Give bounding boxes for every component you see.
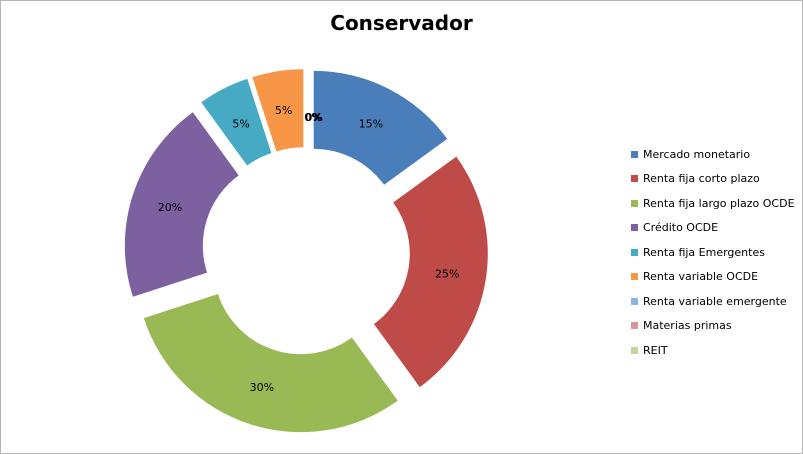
slice-renta-fija-largo-plazo-ocde bbox=[143, 294, 398, 433]
legend-swatch bbox=[631, 199, 638, 207]
legend-label: REIT bbox=[643, 343, 668, 357]
legend-swatch bbox=[631, 150, 638, 158]
slice-label-mercado-monetario: 15% bbox=[359, 118, 383, 131]
slice-label-materias-primas: 0% bbox=[305, 111, 322, 124]
slice-label-reit: 0% bbox=[305, 111, 322, 124]
legend-swatch bbox=[631, 322, 638, 330]
legend-item-materias-primas: Materias primas bbox=[631, 314, 795, 339]
legend-swatch bbox=[631, 248, 638, 256]
legend-item-mercado-monetario: Mercado monetario bbox=[631, 142, 795, 167]
legend-swatch bbox=[631, 346, 638, 354]
slice-mercado-monetario bbox=[313, 70, 448, 185]
slice-label-renta-fija-corto-plazo: 25% bbox=[435, 267, 459, 280]
slice-label-renta-fija-emergentes: 5% bbox=[232, 118, 249, 131]
slice-label-credito-ocde: 20% bbox=[158, 201, 182, 214]
slice-label-renta-variable-emergente: 0% bbox=[304, 111, 321, 124]
legend-item-renta-fija-corto-plazo: Renta fija corto plazo bbox=[631, 167, 795, 192]
slice-credito-ocde bbox=[124, 112, 239, 297]
slice-renta-variable-ocde bbox=[252, 69, 304, 152]
legend-item-reit: REIT bbox=[631, 338, 795, 363]
legend-swatch bbox=[631, 224, 638, 232]
chart-title: Conservador bbox=[330, 11, 473, 35]
legend-label: Materias primas bbox=[643, 319, 732, 333]
legend-item-renta-variable-ocde: Renta variable OCDE bbox=[631, 265, 795, 290]
slice-renta-fija-emergentes bbox=[201, 78, 272, 166]
legend-label: Crédito OCDE bbox=[643, 221, 719, 235]
legend-swatch bbox=[631, 175, 638, 183]
slice-renta-fija-corto-plazo bbox=[373, 156, 488, 388]
legend-label: Renta variable emergente bbox=[643, 294, 787, 308]
legend-label: Mercado monetario bbox=[643, 147, 751, 161]
legend-item-renta-fija-largo-plazo-ocde: Renta fija largo plazo OCDE bbox=[631, 191, 795, 216]
slice-label-renta-variable-ocde: 5% bbox=[275, 104, 292, 117]
legend-label: Renta fija largo plazo OCDE bbox=[643, 196, 795, 210]
legend-label: Renta variable OCDE bbox=[643, 270, 759, 284]
legend-label: Renta fija Emergentes bbox=[643, 245, 765, 259]
legend-item-credito-ocde: Crédito OCDE bbox=[631, 216, 795, 241]
legend-item-renta-variable-emergente: Renta variable emergente bbox=[631, 289, 795, 314]
legend-swatch bbox=[631, 297, 638, 305]
legend: Mercado monetario Renta fija corto plazo R… bbox=[631, 142, 795, 363]
legend-swatch bbox=[631, 273, 638, 281]
legend-label: Renta fija corto plazo bbox=[643, 172, 760, 186]
slice-label-renta-fija-largo-plazo-ocde: 30% bbox=[250, 381, 274, 394]
legend-item-renta-fija-emergentes: Renta fija Emergentes bbox=[631, 240, 795, 265]
